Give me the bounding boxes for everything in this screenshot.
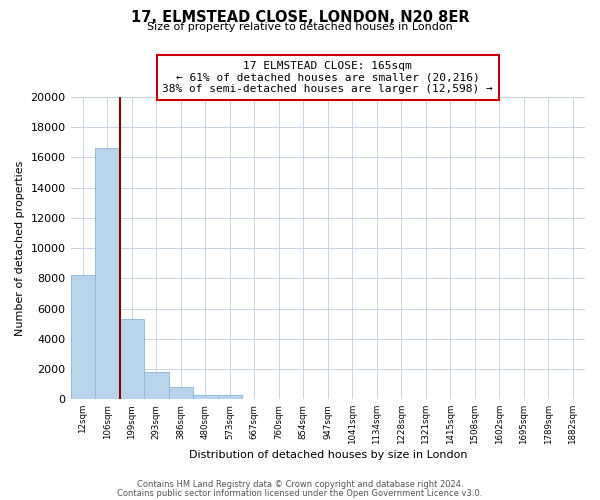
X-axis label: Distribution of detached houses by size in London: Distribution of detached houses by size … bbox=[188, 450, 467, 460]
Text: Contains public sector information licensed under the Open Government Licence v3: Contains public sector information licen… bbox=[118, 488, 482, 498]
Y-axis label: Number of detached properties: Number of detached properties bbox=[15, 160, 25, 336]
Text: 17, ELMSTEAD CLOSE, LONDON, N20 8ER: 17, ELMSTEAD CLOSE, LONDON, N20 8ER bbox=[131, 10, 469, 25]
Text: Size of property relative to detached houses in London: Size of property relative to detached ho… bbox=[147, 22, 453, 32]
Bar bbox=[169, 387, 193, 399]
Bar bbox=[144, 372, 169, 399]
Bar bbox=[71, 276, 95, 399]
Bar bbox=[193, 394, 218, 399]
Text: Contains HM Land Registry data © Crown copyright and database right 2024.: Contains HM Land Registry data © Crown c… bbox=[137, 480, 463, 489]
Text: 17 ELMSTEAD CLOSE: 165sqm
← 61% of detached houses are smaller (20,216)
38% of s: 17 ELMSTEAD CLOSE: 165sqm ← 61% of detac… bbox=[163, 61, 493, 94]
Bar bbox=[119, 319, 144, 399]
Bar bbox=[218, 394, 242, 399]
Bar bbox=[95, 148, 119, 399]
